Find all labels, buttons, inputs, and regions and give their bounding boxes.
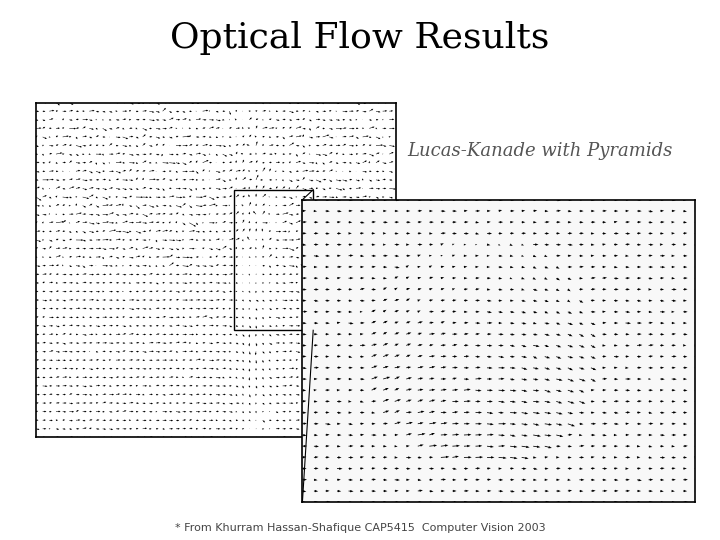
Text: Optical Flow Results: Optical Flow Results [171, 21, 549, 55]
Text: Lucas-Kanade with Pyramids: Lucas-Kanade with Pyramids [408, 142, 672, 160]
Bar [234, 190, 313, 330]
Text: * From Khurram Hassan-Shafique CAP5415  Computer Vision 2003: * From Khurram Hassan-Shafique CAP5415 C… [175, 523, 545, 533]
Text: 41: 41 [646, 487, 665, 502]
